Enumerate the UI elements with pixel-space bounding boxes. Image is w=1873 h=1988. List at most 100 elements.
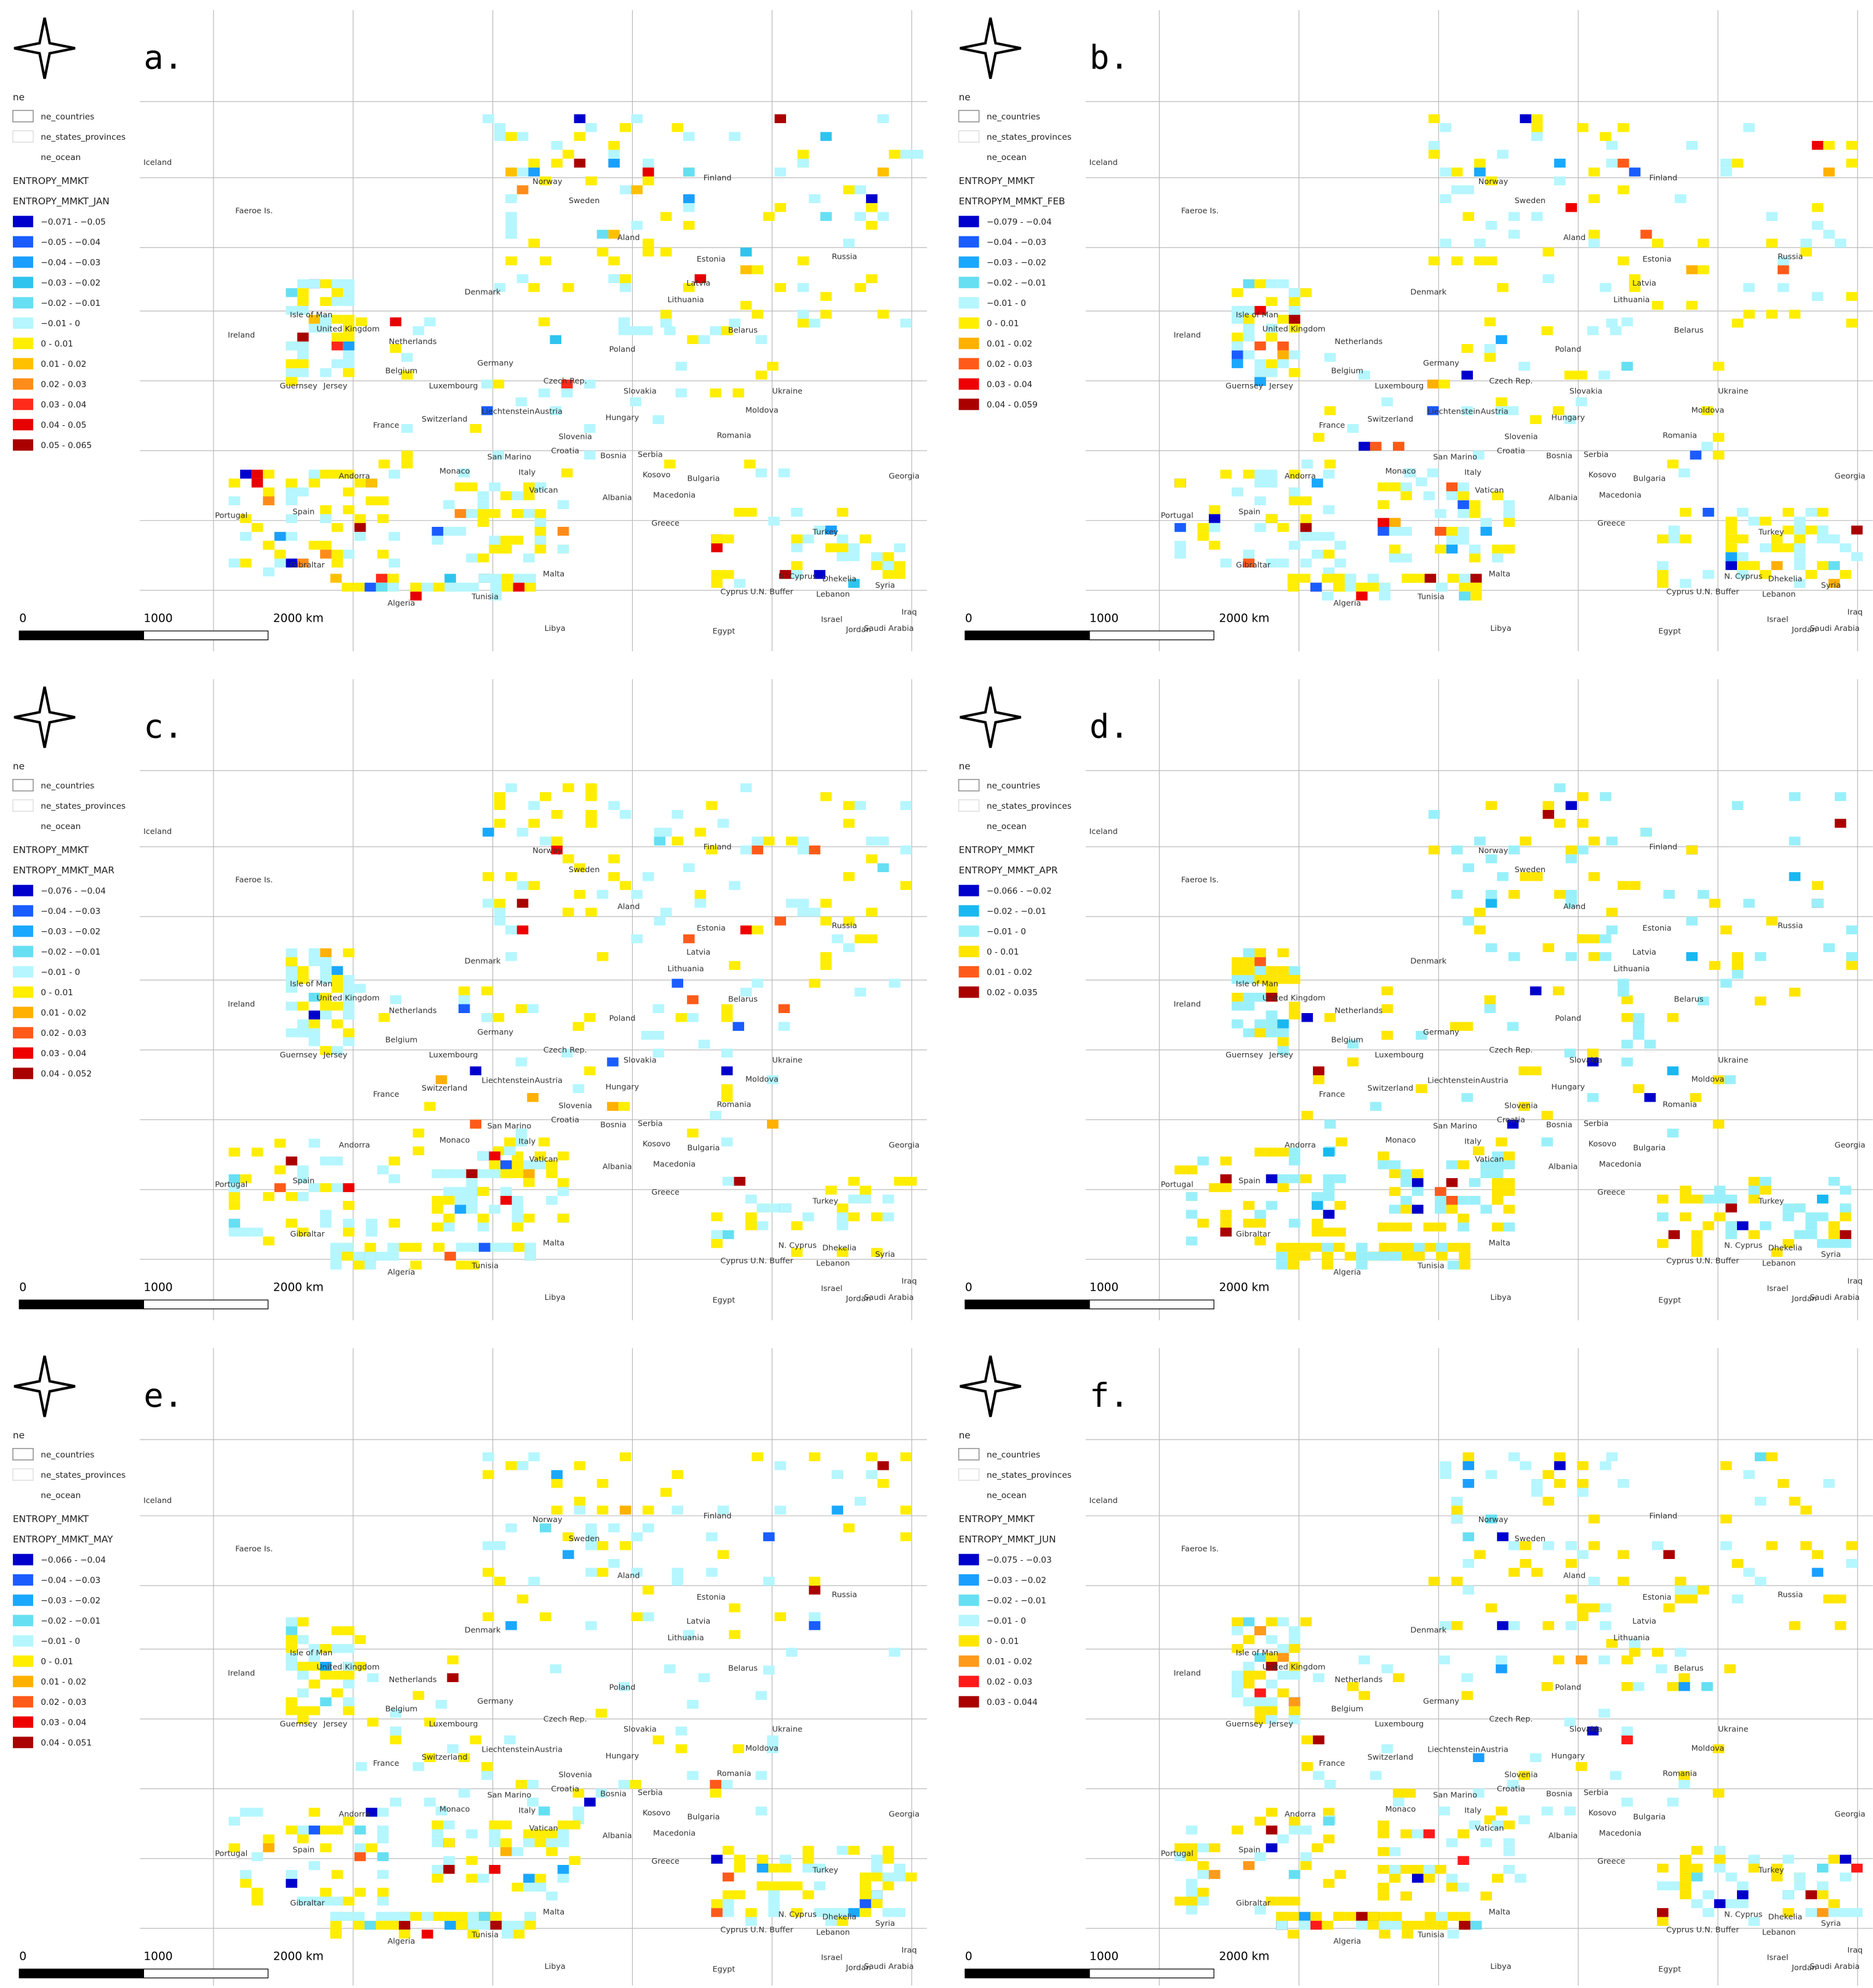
map-cell: [1265, 1706, 1278, 1715]
place-label: United Kingdom: [1262, 324, 1325, 334]
map-cell: [528, 238, 540, 248]
map-cell: [809, 979, 820, 988]
map-cell: [1725, 534, 1738, 543]
map-cell: [1503, 1160, 1515, 1169]
map-cell: [710, 326, 721, 335]
map-cell: [763, 1576, 775, 1586]
map-cell: [388, 1219, 401, 1228]
map-cell: [528, 158, 540, 168]
map-cell: [1518, 1066, 1530, 1076]
map-cell: [505, 872, 517, 881]
map-cell: [353, 582, 365, 592]
map-cell: [1243, 1679, 1255, 1689]
map-cell: [1805, 1212, 1817, 1222]
map-cell: [377, 1852, 389, 1861]
map-cell: [320, 1209, 332, 1219]
map-cell: [286, 377, 297, 387]
map-cell: [631, 1532, 643, 1542]
map-cell: [711, 1908, 723, 1917]
map-cell: [768, 1863, 780, 1873]
map-cell: [320, 1046, 332, 1056]
place-label: Vatican: [529, 486, 558, 495]
map-cell: [1794, 1872, 1806, 1882]
place-label: Liechtenstein: [481, 1745, 534, 1754]
place-label: San Marino: [487, 1122, 532, 1131]
map-cell: [631, 1612, 643, 1622]
map-cell: [1378, 527, 1389, 536]
map-cell: [1823, 230, 1835, 239]
map-cell: [557, 1829, 569, 1838]
map-cell: [1411, 1874, 1424, 1883]
map-cell: [375, 1912, 388, 1921]
map-cell: [1379, 1243, 1390, 1252]
map-cell: [779, 1881, 792, 1891]
map-cell: [1243, 332, 1255, 342]
map-cell: [1576, 397, 1587, 407]
map-cell: [1771, 1872, 1783, 1882]
map-cell: [308, 1139, 321, 1148]
map-cell: [1725, 525, 1738, 535]
map-cell: [1783, 1908, 1794, 1917]
map-cell: [1232, 1617, 1243, 1627]
map-cell: [1254, 377, 1266, 387]
map-cell: [505, 925, 517, 935]
map-cell: [331, 550, 343, 559]
map-cell: [1446, 1178, 1458, 1187]
map-cell: [687, 1128, 699, 1138]
map-cell: [1389, 553, 1401, 563]
map-cell: [364, 1920, 376, 1930]
map-cell: [722, 1908, 734, 1917]
map-cell: [1701, 441, 1713, 451]
north-arrow: [14, 686, 76, 748]
map-cell: [1243, 323, 1255, 333]
map-cell: [1436, 1912, 1448, 1921]
map-cell: [721, 1048, 733, 1058]
map-cell: [1577, 819, 1589, 828]
map-cell: [1816, 1239, 1829, 1248]
map-cell: [711, 1239, 723, 1248]
map-cell: [1428, 1576, 1440, 1586]
map-cell: [1344, 582, 1357, 592]
map-cell: [683, 220, 695, 230]
map-cell: [500, 1838, 512, 1848]
map-cell: [1440, 1470, 1451, 1479]
map-cell: [734, 1177, 746, 1186]
map-cell: [1185, 1192, 1198, 1201]
map-cell: [274, 558, 286, 568]
map-cell: [1496, 1137, 1507, 1147]
map-cell: [1424, 574, 1437, 583]
place-label: Malta: [543, 1238, 564, 1248]
map-cell: [563, 150, 574, 159]
map-cell: [410, 591, 422, 601]
map-cell: [563, 907, 574, 917]
map-cell: [1347, 1040, 1359, 1049]
map-cell: [722, 1846, 734, 1855]
map-cell: [1265, 1019, 1278, 1028]
map-cell: [1703, 1194, 1714, 1204]
map-cell: [477, 518, 489, 527]
map-cell: [412, 1691, 425, 1700]
map-cell: [1554, 176, 1566, 186]
map-cell: [836, 508, 849, 517]
map-cell: [523, 1829, 535, 1838]
map-cell: [1588, 1603, 1600, 1613]
map-cell: [511, 491, 524, 500]
place-label: Portugal: [215, 511, 247, 521]
map-cell: [1288, 323, 1301, 333]
map-cell: [343, 297, 355, 307]
map-cell: [251, 1147, 263, 1157]
place-label: Germany: [477, 359, 513, 368]
map-cell: [1674, 1648, 1687, 1657]
map-cell: [745, 1221, 757, 1230]
map-cell: [470, 1120, 482, 1129]
place-label: Luxembourg: [429, 1720, 478, 1729]
legend-label: 0 - 0.01: [41, 988, 73, 998]
scale-bar: [18, 630, 144, 641]
map-cell: [1458, 1856, 1469, 1866]
map-cell: [1564, 415, 1576, 424]
map-cell: [1600, 132, 1611, 141]
map-cell: [1508, 1452, 1520, 1462]
legend-label: 0.03 - 0.044: [987, 1697, 1038, 1707]
map-cell: [706, 1532, 718, 1542]
map-cell: [1518, 1102, 1530, 1111]
